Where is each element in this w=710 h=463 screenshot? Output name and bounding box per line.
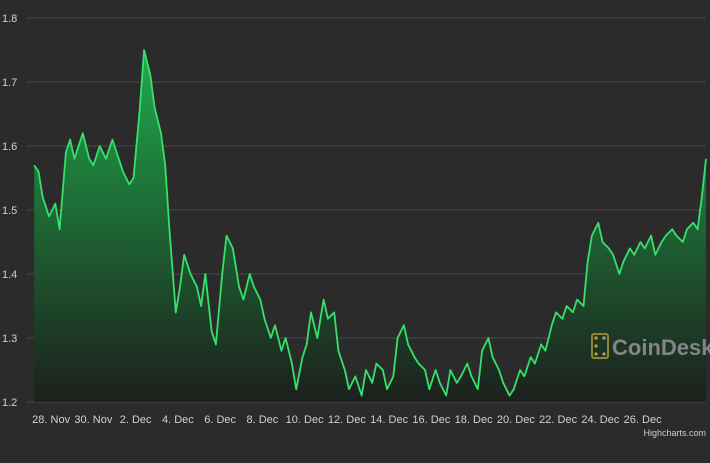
coindesk-logo-icon: [591, 333, 609, 359]
y-tick-label: 1.5: [2, 205, 17, 217]
y-tick-label: 1.8: [2, 13, 17, 25]
x-tick-label: 24. Dec: [581, 414, 619, 426]
y-tick-label: 1.7: [2, 77, 17, 89]
x-tick-label: 20. Dec: [497, 414, 535, 426]
x-axis: 28. Nov 30. Nov 2. Dec 4. Dec 6. Dec 8. Dec 10…: [32, 414, 662, 426]
x-tick-label: 26. Dec: [624, 414, 662, 426]
x-tick-label: 28. Nov: [32, 414, 70, 426]
y-axis: 1.2 1.3 1.4 1.5 1.6 1.7 1.8: [2, 13, 17, 409]
x-tick-label: 22. Dec: [539, 414, 577, 426]
x-tick-label: 16. Dec: [412, 414, 450, 426]
x-tick-label: 6. Dec: [204, 414, 236, 426]
x-tick-label: 18. Dec: [455, 414, 493, 426]
x-tick-label: 8. Dec: [246, 414, 278, 426]
watermark: CoinDesk: [591, 333, 710, 360]
y-tick-label: 1.2: [2, 397, 17, 409]
x-tick-label: 12. Dec: [328, 414, 366, 426]
watermark-text: CoinDesk: [612, 335, 710, 360]
x-tick-label: 2. Dec: [120, 414, 152, 426]
price-area: [34, 50, 706, 402]
price-line: [33, 49, 707, 397]
x-tick-label: 30. Nov: [74, 414, 112, 426]
y-tick-label: 1.4: [2, 269, 17, 281]
y-tick-label: 1.6: [2, 141, 17, 153]
x-tick-label: 4. Dec: [162, 414, 194, 426]
x-tick-label: 10. Dec: [286, 414, 324, 426]
x-tick-label: 14. Dec: [370, 414, 408, 426]
chart-credit[interactable]: Highcharts.com: [643, 428, 706, 438]
y-tick-label: 1.3: [2, 333, 17, 345]
